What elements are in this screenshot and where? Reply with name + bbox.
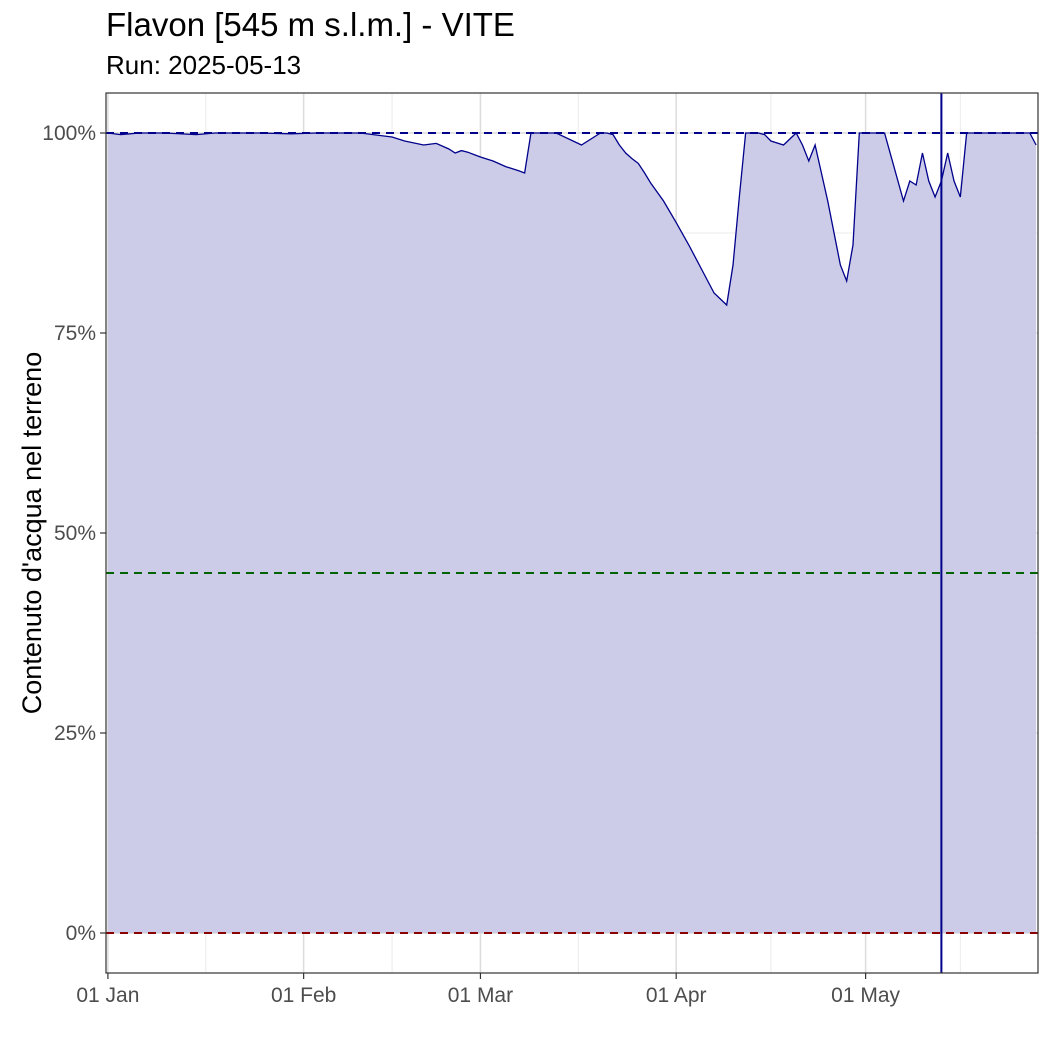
x-tick-label: 01 Apr — [646, 984, 707, 1007]
y-axis-title: Contenuto d'acqua nel terreno — [17, 352, 47, 714]
y-tick-label: 25% — [54, 722, 96, 745]
chart-subtitle: Run: 2025-05-13 — [106, 50, 302, 80]
y-tick-label: 75% — [54, 322, 96, 345]
y-tick-label: 0% — [66, 922, 96, 945]
y-tick-label: 100% — [42, 122, 96, 145]
x-tick-label: 01 Mar — [448, 984, 513, 1007]
y-axis: 0% 25% 50% 75% 100% — [42, 122, 106, 945]
series-line — [107, 131, 1037, 307]
chart-title: Flavon [545 m s.l.m.] - VITE — [106, 6, 515, 43]
line-layer — [107, 93, 1037, 973]
x-axis: 01 Jan 01 Feb 01 Mar 01 Apr 01 May — [76, 973, 901, 1007]
area-layer — [107, 133, 1037, 933]
y-tick-label: 50% — [54, 522, 96, 545]
x-tick-label: 01 Jan — [76, 984, 139, 1007]
area-fill — [107, 133, 1037, 933]
x-tick-label: 01 Feb — [271, 984, 336, 1007]
x-tick-label: 01 May — [831, 984, 900, 1007]
